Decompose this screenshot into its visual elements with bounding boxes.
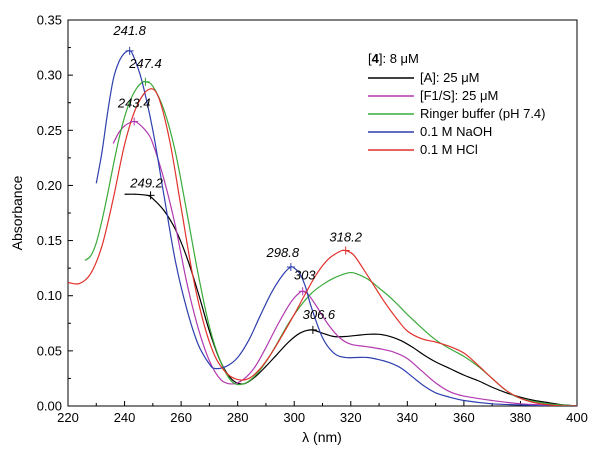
peak-label: 247.4	[128, 56, 162, 71]
y-tick-label: 0.10	[37, 288, 62, 303]
x-tick-label: 260	[170, 410, 192, 425]
series-layer	[68, 50, 577, 406]
y-tick-label: 0.05	[37, 343, 62, 358]
y-axis-title: Absorbance	[9, 175, 25, 250]
legend-title-compound: 4	[372, 51, 380, 66]
y-tick-label: 0.15	[37, 233, 62, 248]
legend-label-naoh: 0.1 M NaOH	[420, 124, 492, 139]
peak-annotations: 241.8 247.4 243.4 249.2 298.8 318.2 303 306.6	[112, 23, 363, 334]
legend-entries: [A]: 25 μM [F1/S]: 25 μM Ringer buffer (pH…	[368, 70, 546, 157]
x-tick-label: 320	[340, 410, 362, 425]
peak-label: 298.8	[266, 245, 300, 260]
series-line-a-25um	[124, 193, 577, 406]
x-tick-label: 280	[227, 410, 249, 425]
peak-label: 306.6	[303, 307, 336, 322]
legend-title-concentration: : 8 μM	[382, 51, 418, 66]
x-tick-label: 220	[57, 410, 79, 425]
x-axis-title: λ (nm)	[302, 429, 342, 445]
series-line-naoh	[95, 50, 577, 406]
peak-label: 249.2	[129, 175, 163, 190]
legend-label-a-25um: [A]: 25 μM	[420, 70, 480, 85]
x-tick-label: 240	[114, 410, 136, 425]
axis-ticks: 220 240 260 280 300 320 340 360 380 400 0.00 0.05 0.…	[37, 13, 588, 426]
y-tick-label: 0.25	[37, 123, 62, 138]
legend-title-bracket-close: ]	[379, 51, 383, 66]
x-tick-label: 380	[510, 410, 532, 425]
y-tick-label: 0.30	[37, 68, 62, 83]
y-tick-label: 0.20	[37, 178, 62, 193]
y-tick-label: 0.35	[37, 13, 62, 28]
series-line-hcl	[68, 88, 577, 406]
legend-label-hcl: 0.1 M HCl	[420, 142, 478, 157]
x-tick-label: 360	[453, 410, 475, 425]
y-tick-label: 0.00	[37, 399, 62, 414]
legend-label-ringer-buffer: Ringer buffer (pH 7.4)	[420, 106, 546, 121]
x-tick-label: 300	[283, 410, 305, 425]
x-tick-label: 340	[396, 410, 418, 425]
peak-label: 318.2	[329, 229, 362, 244]
peak-label: 243.4	[117, 95, 151, 110]
x-tick-label: 400	[566, 410, 588, 425]
legend-title: [4]: 8 μM	[368, 51, 419, 66]
legend: [4]: 8 μM [A]: 25 μM [F1/S]: 25 μM Ringer …	[368, 51, 546, 157]
legend-title-bracket-open: [	[368, 51, 372, 66]
series-line-f1s-25um	[112, 120, 577, 406]
legend-label-f1s-25um: [F1/S]: 25 μM	[420, 88, 498, 103]
peak-label: 303	[294, 267, 316, 282]
plot-frame	[67, 19, 578, 407]
peak-label: 241.8	[112, 23, 146, 38]
